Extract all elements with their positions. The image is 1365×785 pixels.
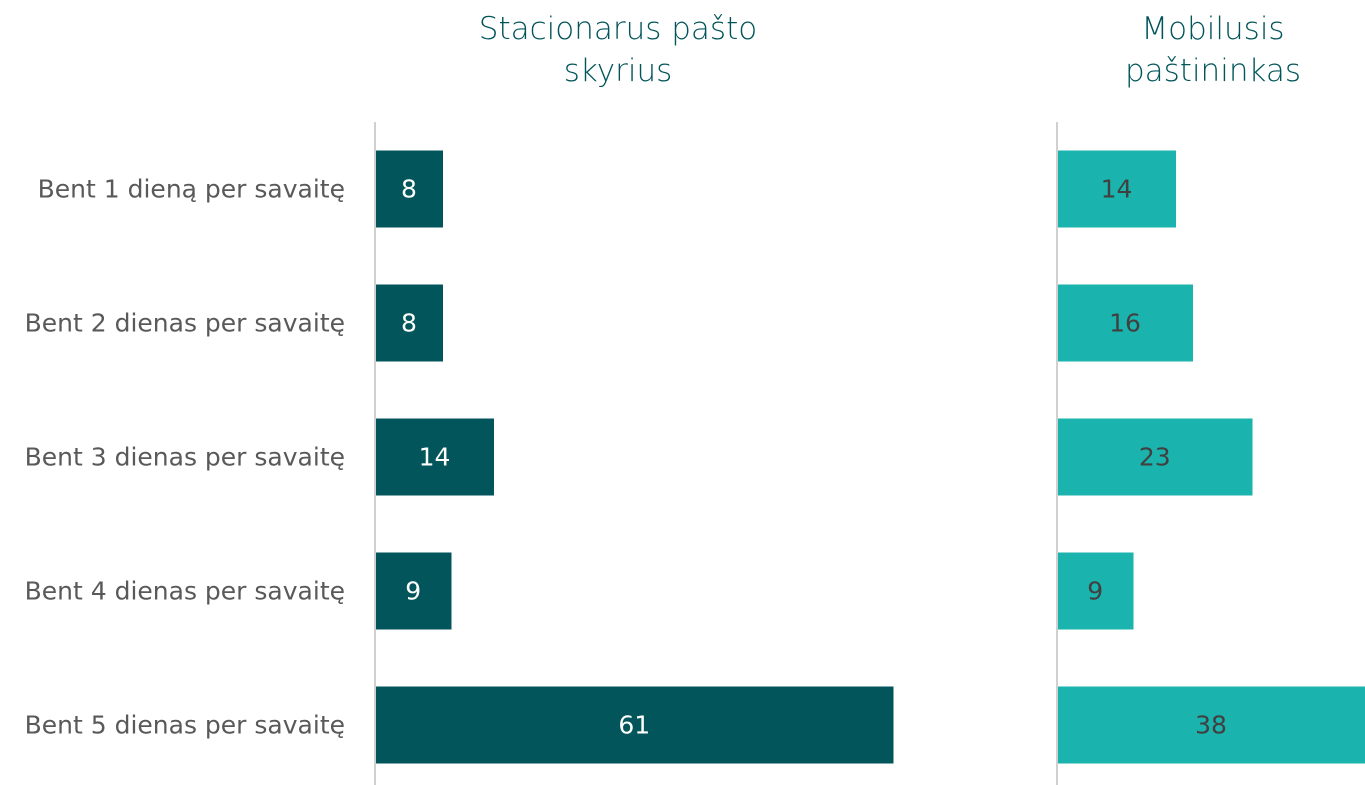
panel-title: Mobilusis paštininkas (1124, 11, 1302, 89)
bar (375, 418, 494, 496)
category-label: Bent 5 dienas per savaitę (25, 711, 345, 740)
value-label: 16 (1109, 309, 1141, 338)
bar (1057, 686, 1365, 764)
bar (375, 686, 894, 764)
value-label: 38 (1195, 711, 1227, 740)
category-label: Bent 3 dienas per savaitę (25, 443, 345, 472)
value-label: 23 (1139, 443, 1171, 472)
bar (1057, 552, 1134, 630)
value-label: 9 (405, 577, 421, 606)
bar (375, 552, 452, 630)
value-label: 8 (401, 175, 417, 204)
value-label: 14 (419, 443, 451, 472)
bar (1057, 418, 1253, 496)
value-label: 14 (1101, 175, 1133, 204)
category-label: Bent 1 dieną per savaitę (38, 175, 345, 204)
bar (375, 284, 443, 362)
value-label: 9 (1087, 577, 1103, 606)
value-label: 61 (618, 711, 650, 740)
bar (1057, 150, 1176, 228)
category-label: Bent 2 dienas per savaitę (25, 309, 345, 338)
category-label: Bent 4 dienas per savaitę (25, 577, 345, 606)
panel-title: Stacionarus pašto skyrius (478, 11, 758, 89)
value-label: 8 (401, 309, 417, 338)
bar (1057, 284, 1193, 362)
bar (375, 150, 443, 228)
